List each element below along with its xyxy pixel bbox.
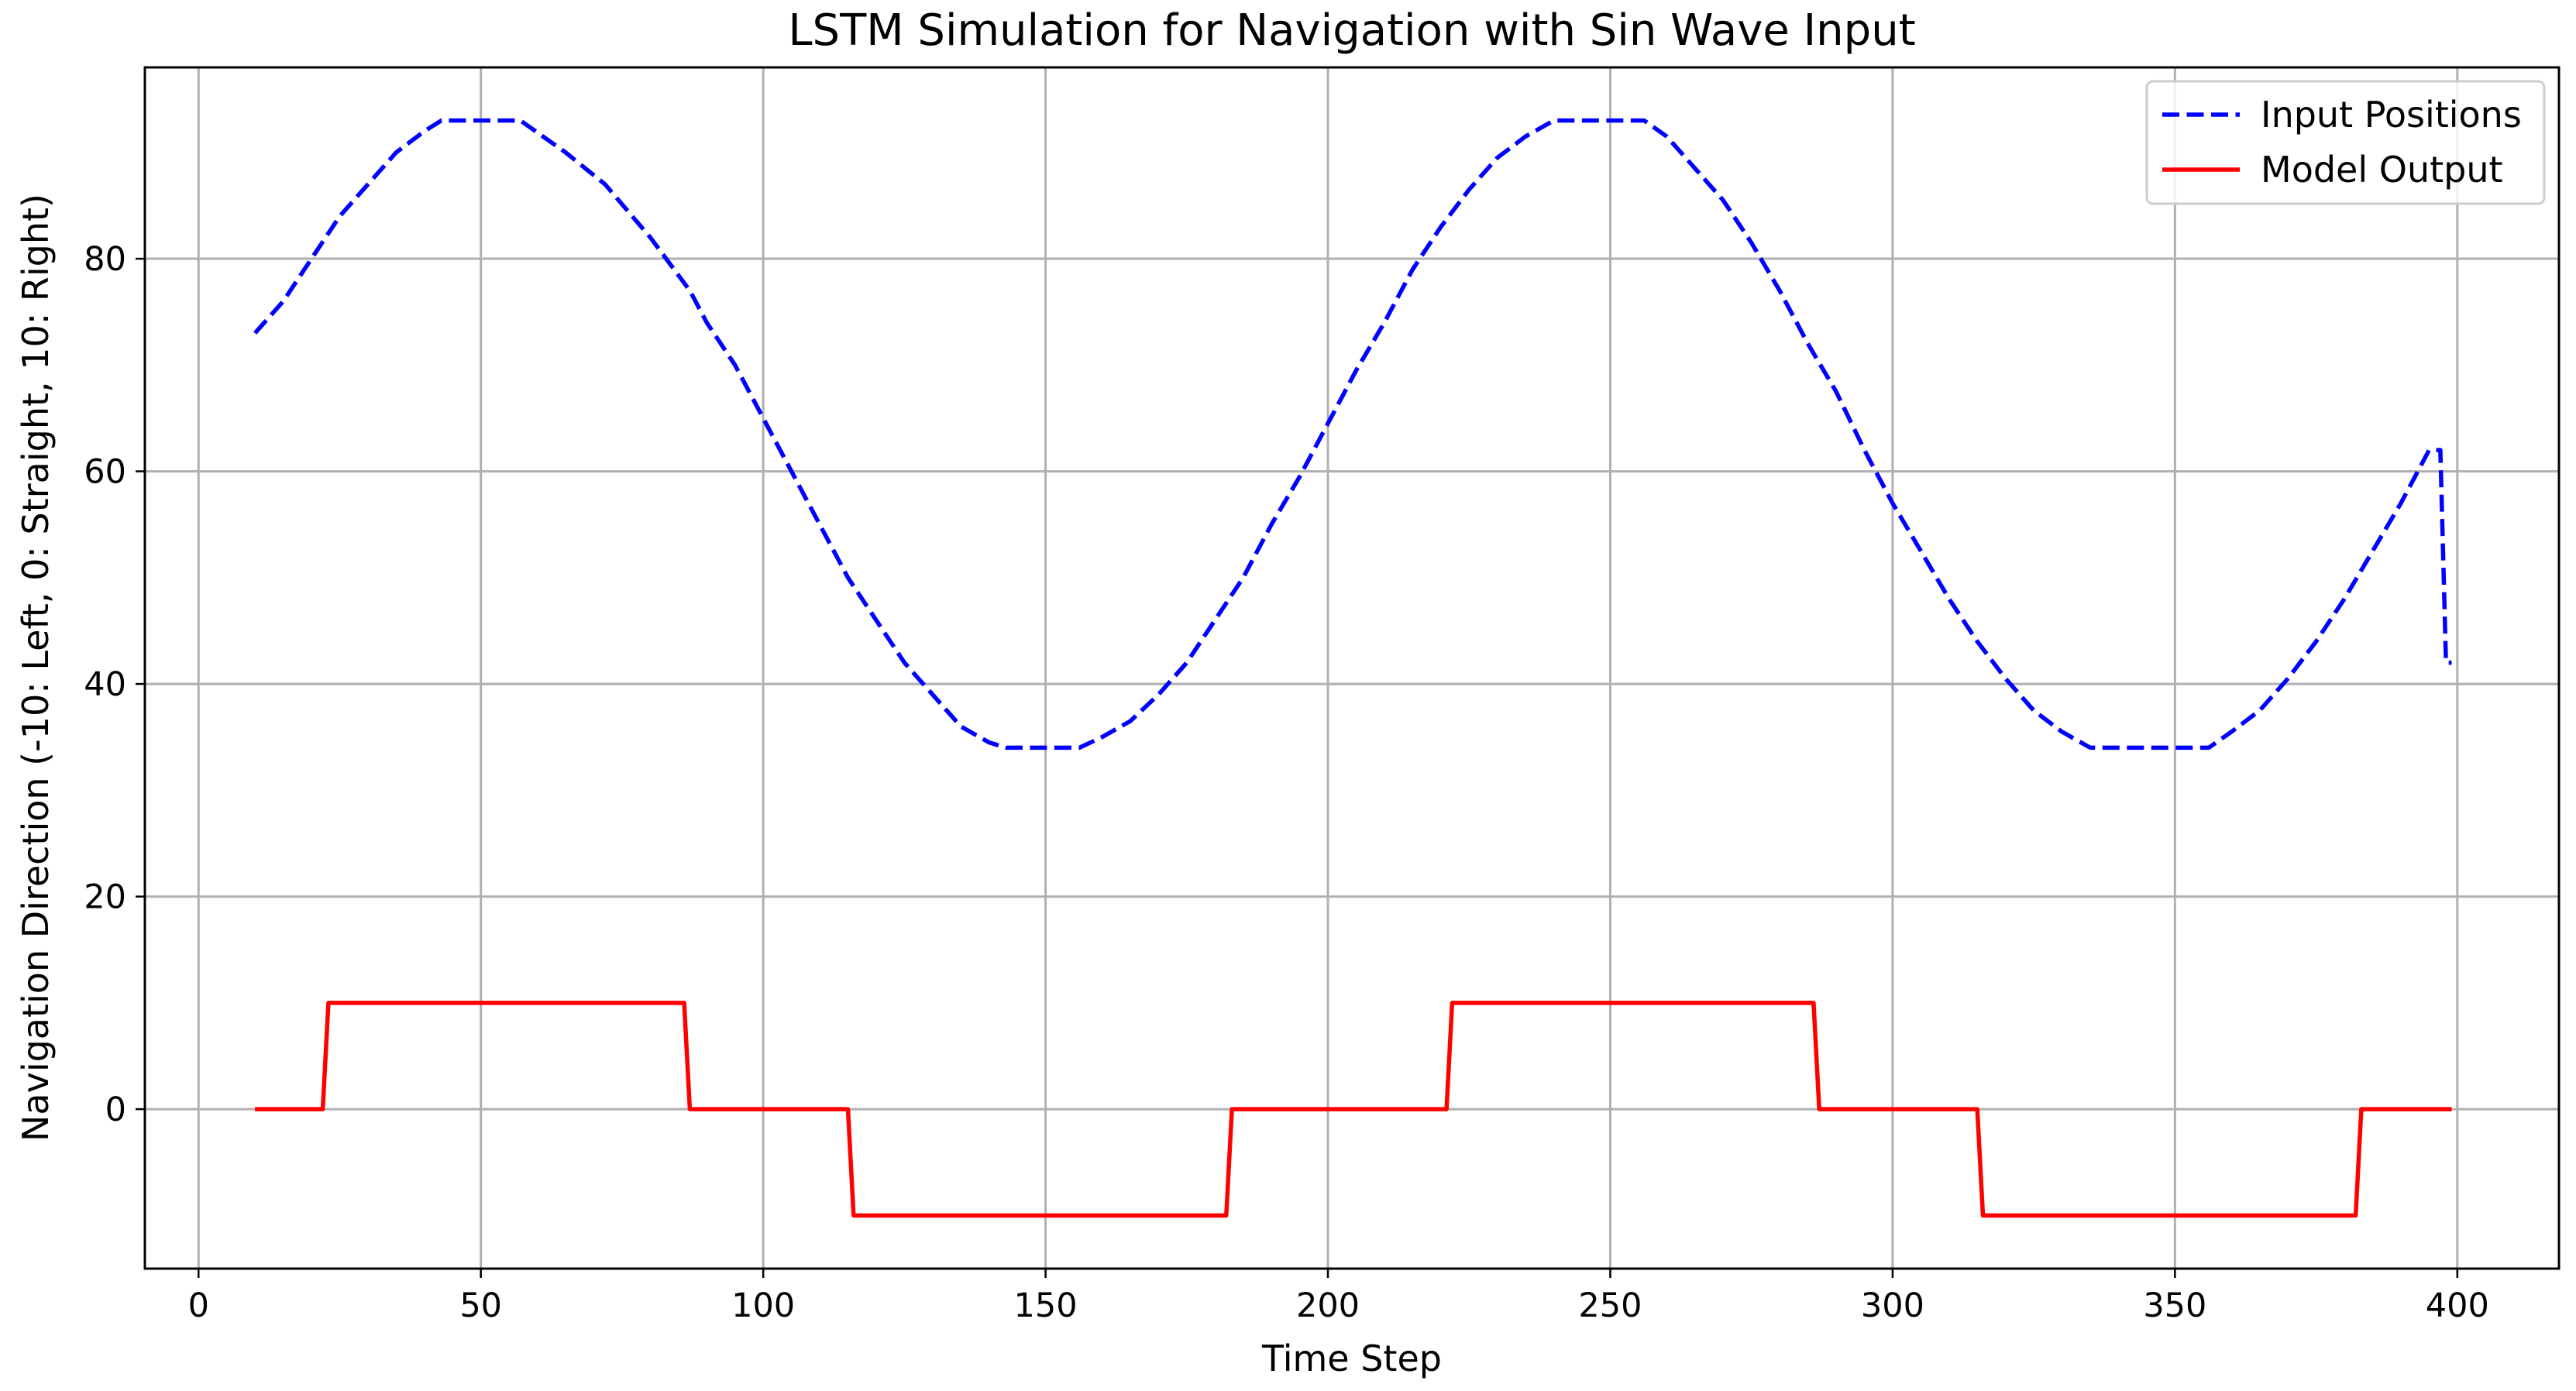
- x-tick-label: 200: [1296, 1286, 1360, 1325]
- y-tick-label: 60: [84, 453, 126, 492]
- y-axis: 0 20 40 60 80: [84, 240, 145, 1129]
- x-tick-label: 400: [2426, 1286, 2489, 1325]
- x-axis: 0 50 100 150 200 250 300 350 400: [188, 1269, 2489, 1325]
- series-line-model-output: [255, 1001, 2452, 1218]
- x-tick-label: 300: [1861, 1286, 1924, 1325]
- grid: [145, 67, 2559, 1269]
- y-tick-label: 0: [105, 1090, 126, 1129]
- y-tick-label: 40: [84, 665, 126, 704]
- x-tick-label: 150: [1014, 1286, 1078, 1325]
- series-layer: [253, 118, 2452, 1218]
- plot-frame: [143, 66, 2561, 1270]
- x-tick-label: 50: [459, 1286, 502, 1325]
- x-tick-label: 350: [2143, 1286, 2206, 1325]
- y-tick-label: 20: [84, 878, 126, 917]
- series-line-input-positions: [253, 118, 2452, 750]
- legend-label-model-output: Model Output: [2261, 149, 2503, 191]
- x-tick-label: 0: [188, 1286, 209, 1325]
- x-tick-label: 250: [1578, 1286, 1642, 1325]
- y-axis-label: Navigation Direction (-10: Left, 0: Stra…: [15, 194, 57, 1142]
- y-tick-label: 80: [84, 240, 126, 279]
- legend-box: [2145, 80, 2546, 205]
- legend: Input Positions Model Output: [2145, 80, 2546, 205]
- x-tick-label: 100: [731, 1286, 795, 1325]
- chart-title: LSTM Simulation for Navigation with Sin …: [788, 5, 1915, 56]
- legend-label-input-positions: Input Positions: [2261, 94, 2522, 136]
- x-axis-label: Time Step: [1261, 1338, 1442, 1379]
